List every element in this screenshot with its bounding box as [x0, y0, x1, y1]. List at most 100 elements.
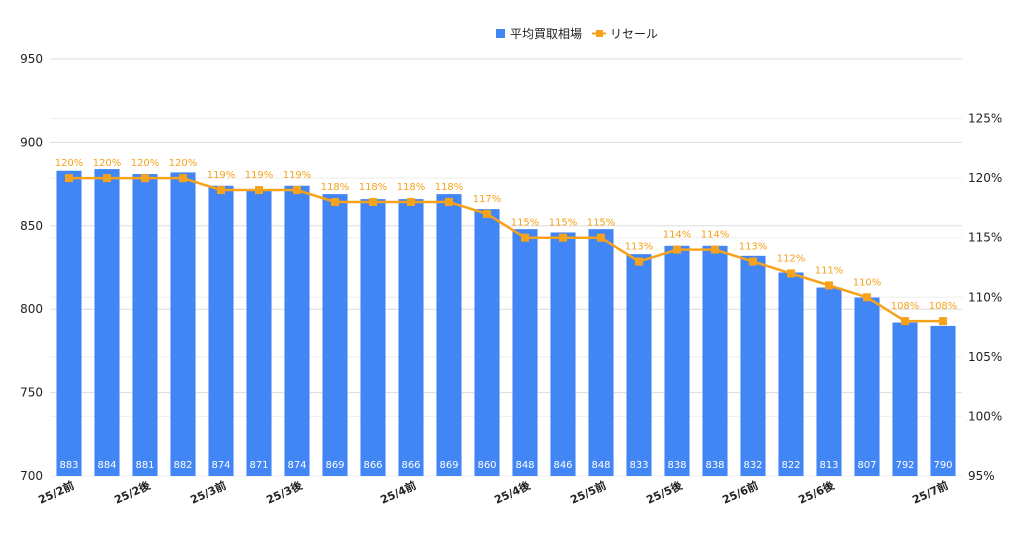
bar-value-label: 884 — [97, 460, 116, 471]
y-left-tick-label: 950 — [20, 52, 43, 66]
left-y-axis: 700 750 800 850 900 950 — [20, 52, 43, 483]
bar — [930, 325, 956, 476]
x-tick-label: 25/7前 — [910, 478, 950, 507]
line-point — [863, 293, 871, 302]
bar-data-labels: 883 884 881 882 874 871 874 869 866 866 869 860 848 8… — [59, 460, 952, 471]
x-tick-label: 25/4後 — [492, 478, 533, 507]
x-tick-label: 25/5後 — [644, 478, 685, 507]
bar — [550, 232, 576, 476]
line-value-label: 113% — [625, 242, 654, 253]
line-value-label: 118% — [359, 182, 388, 193]
y-right-tick-label: 95% — [968, 469, 995, 483]
line-value-label: 114% — [663, 230, 692, 241]
bar-value-label: 822 — [781, 460, 800, 471]
bar-value-label: 838 — [705, 460, 724, 471]
legend: 平均買取相場 リセール — [496, 27, 658, 41]
line-value-label: 112% — [777, 253, 806, 264]
line-point — [293, 186, 301, 195]
line-point — [711, 245, 719, 254]
bar-value-label: 792 — [895, 460, 914, 471]
line-value-label: 118% — [397, 182, 426, 193]
line-value-label: 120% — [55, 158, 84, 169]
x-tick-label: 25/6後 — [796, 478, 837, 507]
bar-value-label: 869 — [325, 460, 344, 471]
bar-value-label: 874 — [211, 460, 230, 471]
bar — [892, 322, 918, 476]
bar-value-label: 869 — [439, 460, 458, 471]
line-point — [749, 257, 757, 266]
bar — [474, 209, 500, 476]
bar — [56, 170, 82, 477]
bar — [626, 254, 652, 476]
line-value-label: 110% — [853, 277, 882, 288]
bar — [322, 194, 348, 476]
bar-value-label: 874 — [287, 460, 306, 471]
line-series — [65, 174, 947, 326]
line-point — [787, 269, 795, 278]
line-value-label: 113% — [739, 242, 768, 253]
bar — [246, 190, 272, 476]
line-point — [103, 174, 111, 183]
right-y-axis: 95% 100% 105% 110% 115% 120% 125% — [968, 112, 1002, 483]
line-point — [825, 281, 833, 290]
bar-value-label: 881 — [135, 460, 154, 471]
line-point — [255, 186, 263, 195]
bar-value-label: 848 — [591, 460, 610, 471]
bar-value-label: 866 — [401, 460, 420, 471]
bar — [588, 229, 614, 476]
line-point — [369, 197, 377, 206]
line-value-label: 119% — [207, 170, 236, 181]
bar-value-label: 882 — [173, 460, 192, 471]
line-value-label: 119% — [245, 170, 274, 181]
bar — [170, 172, 196, 476]
line-point — [521, 233, 529, 242]
bar — [664, 245, 690, 476]
line-value-label: 115% — [587, 218, 616, 229]
legend-swatch-bar — [496, 29, 505, 38]
line-value-label: 114% — [701, 230, 730, 241]
line-value-label: 115% — [511, 218, 540, 229]
y-left-tick-label: 850 — [20, 219, 43, 233]
legend-swatch-line-marker — [596, 30, 603, 37]
bar — [208, 185, 234, 476]
y-right-tick-label: 105% — [968, 350, 1002, 364]
line-point — [407, 197, 415, 206]
bar-value-label: 807 — [857, 460, 876, 471]
line-value-label: 111% — [815, 265, 844, 276]
bar-series — [56, 169, 956, 477]
bar — [740, 255, 766, 476]
y-right-tick-label: 110% — [968, 290, 1002, 304]
x-axis: 25/2前 25/2後 25/3前 25/3後 25/4前 25/4後 25/5前 25/5後… — [36, 478, 950, 507]
line-value-label: 115% — [549, 218, 578, 229]
bar-value-label: 871 — [249, 460, 268, 471]
x-tick-label: 25/2後 — [112, 478, 153, 507]
bar-value-label: 883 — [59, 460, 78, 471]
bar — [94, 169, 120, 476]
bar — [512, 229, 538, 476]
bar-value-label: 813 — [819, 460, 838, 471]
y-left-tick-label: 700 — [20, 469, 43, 483]
x-tick-label: 25/3前 — [188, 478, 228, 507]
line-point — [673, 245, 681, 254]
line-point — [141, 174, 149, 183]
bar — [284, 185, 310, 476]
line-point — [331, 197, 339, 206]
line-point — [179, 174, 187, 183]
bar — [436, 194, 462, 476]
bar-value-label: 790 — [933, 460, 952, 471]
bar-value-label: 846 — [553, 460, 572, 471]
line-point — [483, 209, 491, 218]
line-value-label: 118% — [321, 182, 350, 193]
line-data-labels: 120% 120% 120% 120% 119% 119% 119% 118% 118% 118%… — [55, 158, 958, 312]
y-left-tick-label: 800 — [20, 302, 43, 316]
bar-value-label: 838 — [667, 460, 686, 471]
line-value-label: 120% — [93, 158, 122, 169]
line-value-label: 120% — [169, 158, 198, 169]
gridlines — [50, 58, 962, 477]
line-point — [597, 233, 605, 242]
line-value-label: 118% — [435, 182, 464, 193]
bar — [778, 272, 804, 476]
bar — [702, 245, 728, 476]
line-value-label: 120% — [131, 158, 160, 169]
